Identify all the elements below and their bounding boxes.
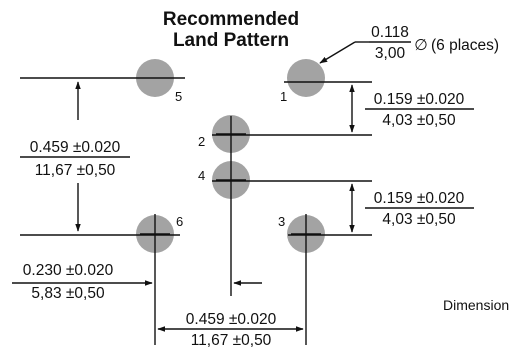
pad-note-suffix: (6 places) xyxy=(431,37,499,54)
right-bottom-dimension-metric: 4,03 ±0,50 xyxy=(382,211,456,228)
title-line-1: Recommended xyxy=(163,9,299,30)
pin-label-4: 4 xyxy=(198,168,205,183)
left-dimension-metric: 11,67 ±0,50 xyxy=(35,162,116,179)
bottom-dimension-imperial: 0.459 ±0.020 xyxy=(186,311,277,328)
pad-1 xyxy=(287,59,325,97)
right-bottom-dimension-imperial: 0.159 ±0.020 xyxy=(374,190,465,207)
pin-label-1: 1 xyxy=(280,89,287,104)
pad-note-leader-arrow xyxy=(319,41,356,64)
pad-note-denominator: 3,00 xyxy=(375,45,406,62)
diameter-symbol: ∅ xyxy=(414,37,428,54)
pin-label-3: 3 xyxy=(278,214,285,229)
footer-dimension-note: Dimension xyxy=(443,297,509,313)
right-top-dimension-imperial: 0.159 ±0.020 xyxy=(374,91,465,108)
offset-dimension-metric: 5,83 ±0,50 xyxy=(31,285,105,302)
offset-dimension-imperial: 0.230 ±0.020 xyxy=(23,262,114,279)
bottom-dimension-metric: 11,67 ±0,50 xyxy=(191,332,272,349)
right-top-dimension-metric: 4,03 ±0,50 xyxy=(382,112,456,129)
left-dimension-imperial: 0.459 ±0.020 xyxy=(30,139,121,156)
pad-note-numerator: 0.118 xyxy=(371,24,409,41)
pin-label-2: 2 xyxy=(198,134,205,149)
pin-label-6: 6 xyxy=(176,214,183,229)
title-line-2: Land Pattern xyxy=(173,30,289,51)
pin-label-5: 5 xyxy=(175,89,182,104)
